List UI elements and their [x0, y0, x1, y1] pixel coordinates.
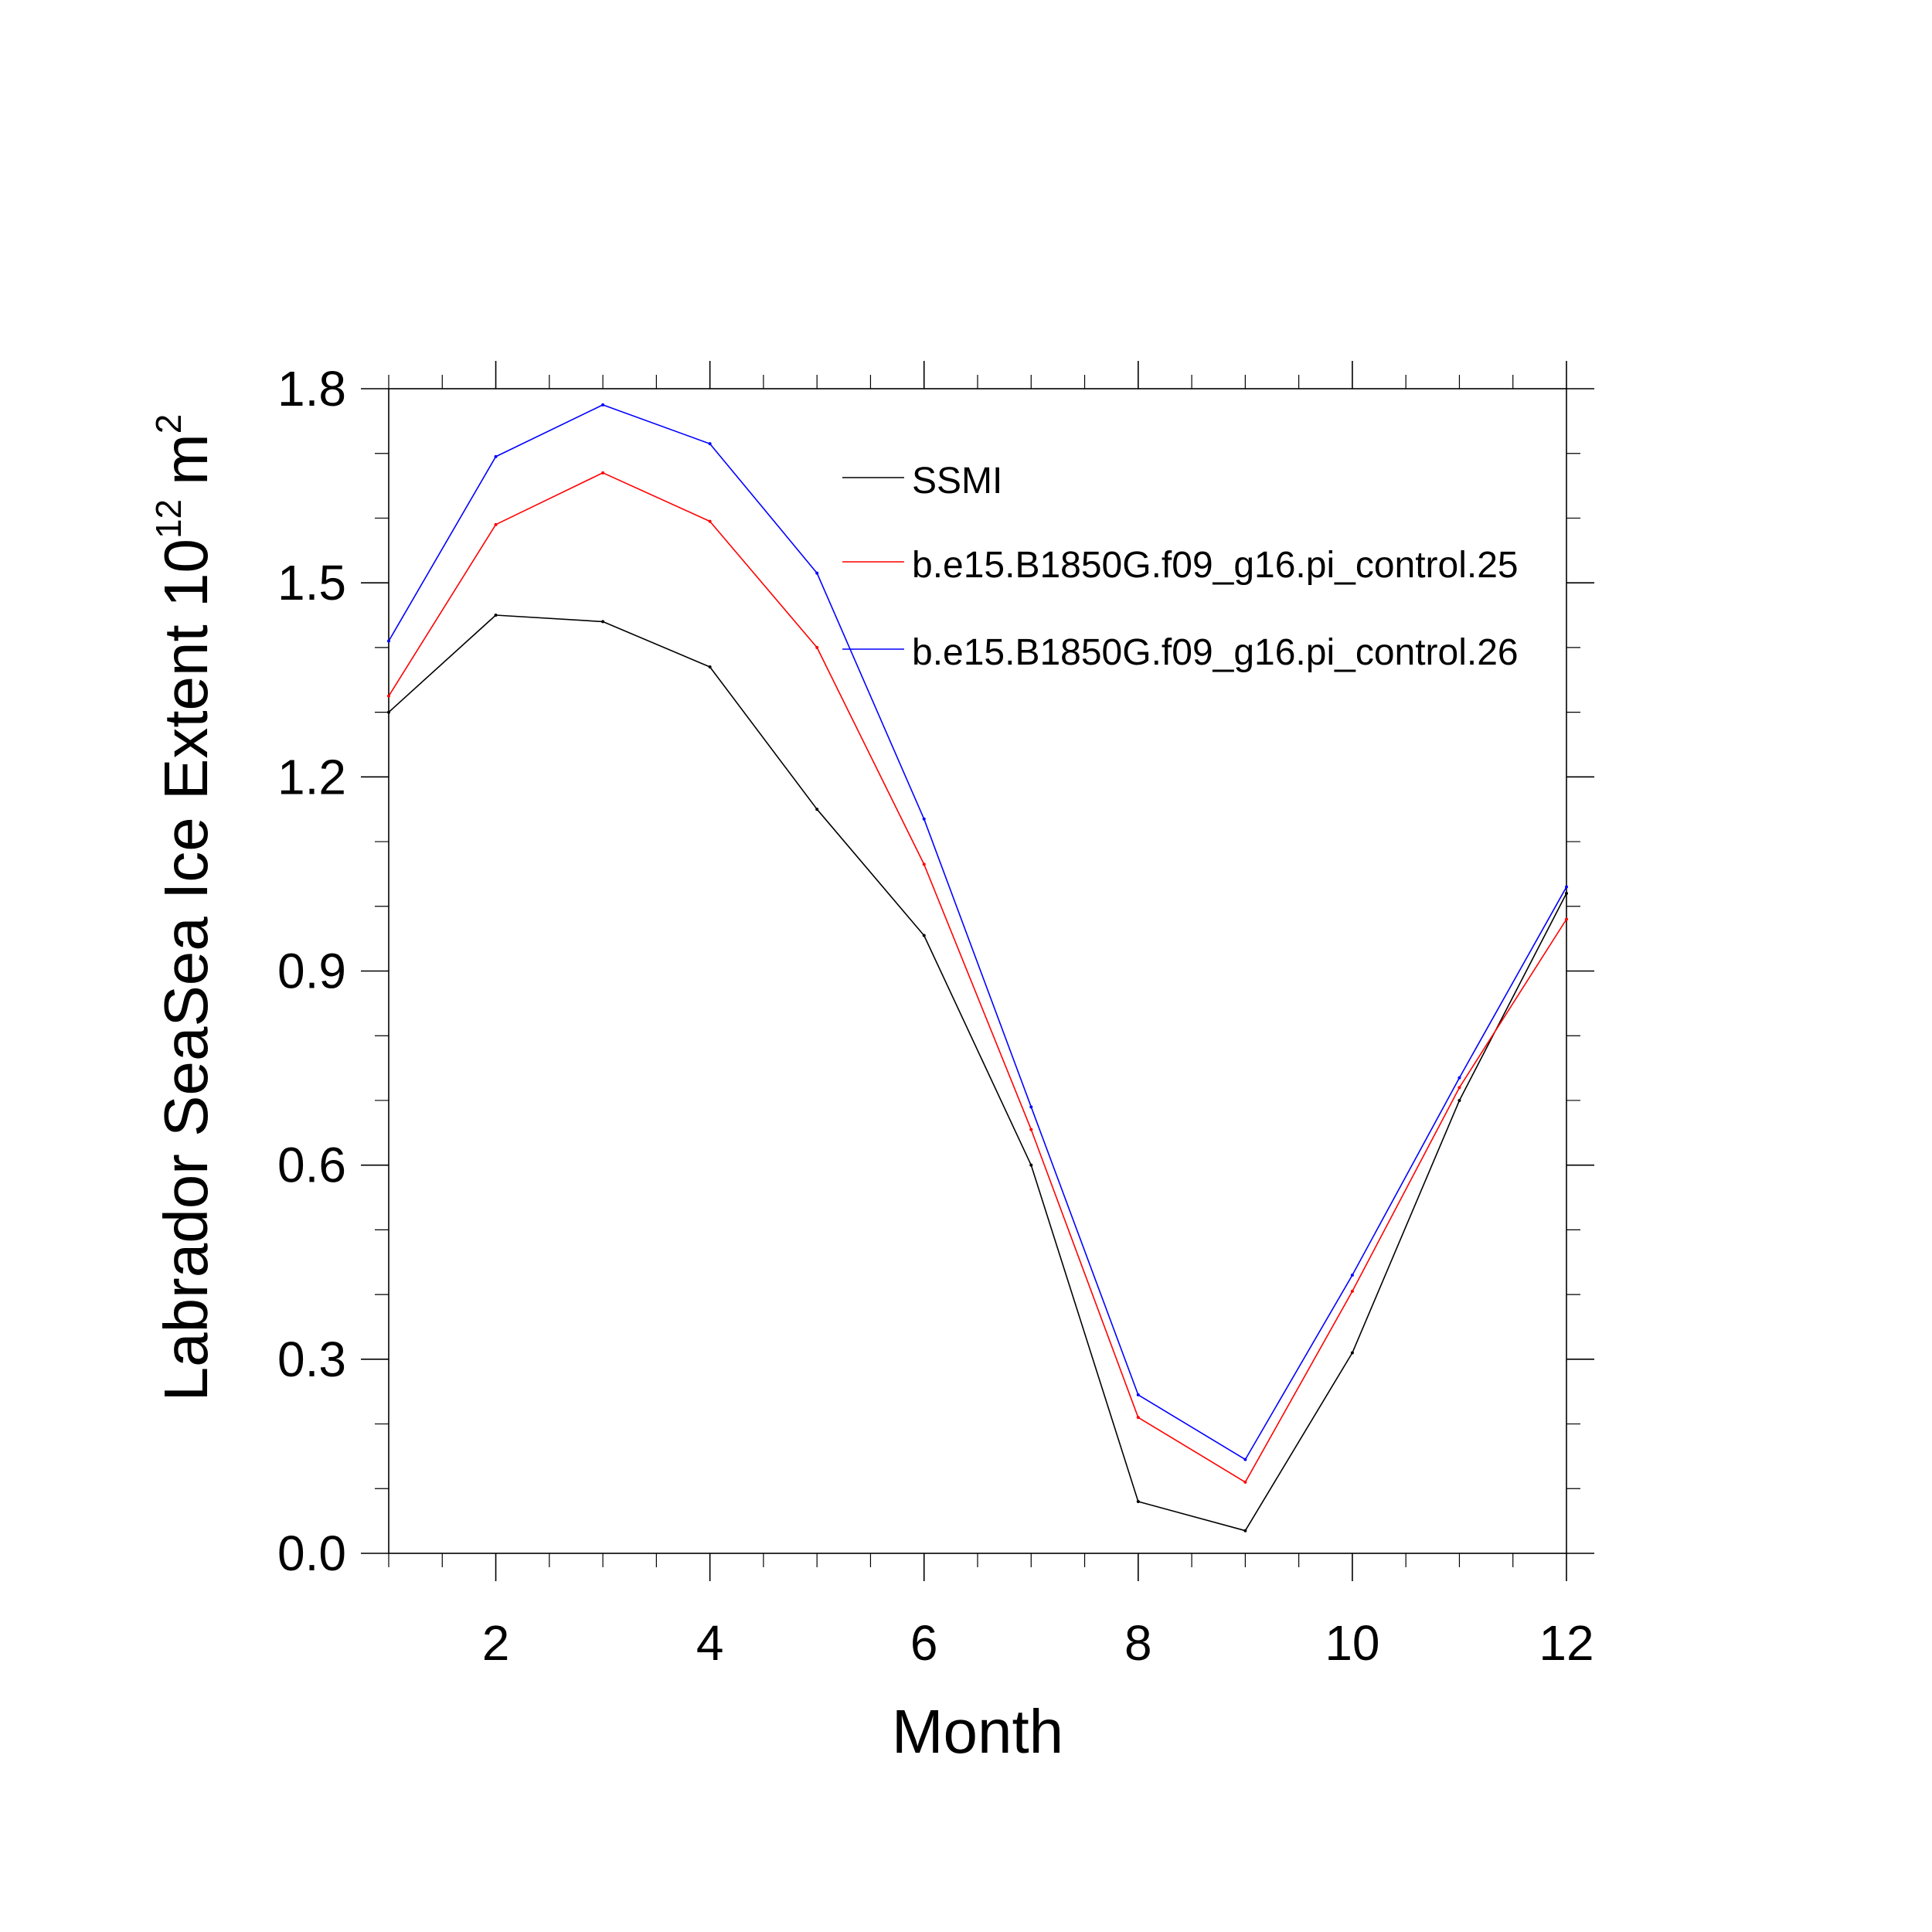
data-point: [1565, 885, 1568, 889]
data-point: [922, 817, 926, 821]
y-tick-label: 1.2: [277, 749, 346, 804]
legend-label-2: b.e15.B1850G.f09_g16.pi_control.25: [912, 545, 1519, 586]
data-point: [1243, 1480, 1247, 1484]
data-point: [815, 808, 819, 811]
data-point: [1243, 1529, 1247, 1532]
y-axis-label-unit: m: [151, 434, 220, 485]
data-point: [1458, 1098, 1461, 1102]
x-tick-label: 12: [1539, 1615, 1594, 1671]
data-point: [1029, 1105, 1033, 1109]
tick-labels: 2 4 6 8 10 12 0.0 0.3 0.6 0.9 1.2 1.5 1.8: [277, 361, 1594, 1671]
data-point: [708, 665, 712, 669]
data-point: [1136, 1416, 1140, 1420]
data-point: [1458, 1086, 1461, 1090]
x-tick-label: 8: [1124, 1615, 1152, 1671]
series-line-2: [388, 471, 1567, 1483]
legend-label-1: SSMI: [912, 461, 1002, 502]
data-point: [601, 403, 605, 406]
data-point: [601, 471, 605, 474]
data-point: [1350, 1273, 1354, 1277]
data-point: [1458, 1076, 1461, 1080]
data-point: [1029, 1128, 1033, 1131]
data-point: [494, 614, 498, 617]
data-point: [387, 694, 390, 698]
data-point: [1243, 1458, 1247, 1461]
y-tick-label: 0.0: [277, 1526, 346, 1581]
x-axis-label: Month: [892, 1697, 1063, 1766]
data-point: [494, 454, 498, 458]
data-point: [387, 639, 390, 643]
x-tick-label: 6: [910, 1615, 938, 1671]
data-point: [1350, 1289, 1354, 1293]
data-point: [1565, 917, 1568, 921]
data-point: [387, 710, 390, 714]
data-point: [1136, 1393, 1140, 1396]
y-tick-label: 1.5: [277, 555, 346, 611]
x-tick-label: 10: [1325, 1615, 1379, 1671]
series-line-1: [388, 614, 1567, 1532]
data-point: [601, 620, 605, 624]
series-layer: [387, 403, 1568, 1532]
data-point: [1029, 1163, 1033, 1167]
series-line-3: [388, 404, 1567, 1461]
data-point: [708, 519, 712, 523]
data-point: [1350, 1351, 1354, 1355]
y-axis-label: Labrador SeaSea Ice Extent 1012 m2: [148, 414, 220, 1402]
y-axis-label-exponent: 12: [148, 499, 189, 539]
minor-ticks: [375, 375, 1580, 1567]
data-point: [815, 645, 819, 649]
data-point: [1565, 892, 1568, 896]
data-point: [922, 934, 926, 937]
plot-frame: [388, 388, 1567, 1554]
y-tick-label: 1.8: [277, 361, 346, 417]
data-point: [1136, 1500, 1140, 1504]
legend: SSMI b.e15.B1850G.f09_g16.pi_control.25 b.…: [842, 461, 1519, 673]
data-point: [708, 442, 712, 446]
y-tick-label: 0.3: [277, 1332, 346, 1387]
y-tick-label: 0.9: [277, 944, 346, 999]
x-tick-label: 4: [696, 1615, 724, 1671]
x-tick-label: 2: [482, 1615, 510, 1671]
y-axis-label-text: Labrador SeaSea Ice Extent 10: [151, 539, 220, 1401]
legend-label-3: b.e15.B1850G.f09_g16.pi_control.26: [912, 632, 1519, 673]
y-axis-label-unit-exponent: 2: [148, 414, 189, 434]
data-point: [922, 862, 926, 866]
data-point: [815, 571, 819, 575]
y-tick-label: 0.6: [277, 1138, 346, 1193]
data-point: [494, 522, 498, 526]
major-ticks: [361, 361, 1594, 1581]
